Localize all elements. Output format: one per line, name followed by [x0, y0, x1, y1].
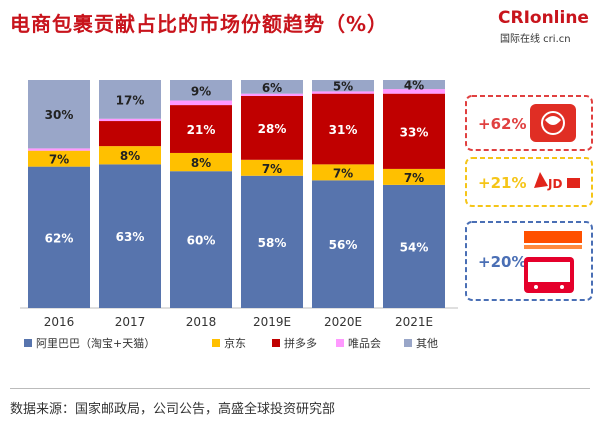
bar-segment: [170, 152, 232, 172]
bar-segment: [312, 91, 374, 94]
legend-swatch: [24, 339, 32, 347]
annotation-label: +62%: [478, 115, 526, 133]
bar-segment: [241, 175, 303, 308]
legend-label: 阿里巴巴（淘宝+天猫）: [36, 336, 155, 350]
bar-segment: [170, 100, 232, 106]
bar-segment: [241, 93, 303, 96]
annotation-box: [465, 221, 593, 301]
bar-segment: [99, 164, 161, 308]
bar-segment: [28, 166, 90, 308]
bar-segment: [28, 148, 90, 151]
cri-logo: CRIonline 国际在线 cri.cn: [498, 8, 594, 48]
data-label: 17%: [116, 93, 145, 107]
bar-segment: [99, 121, 161, 147]
data-label: 7%: [262, 162, 282, 176]
legend-swatch: [272, 339, 280, 347]
bar-segment: [170, 105, 232, 153]
data-label: 56%: [329, 238, 358, 252]
jd-logo-text: JD: [547, 177, 562, 191]
bar-segment: [383, 93, 445, 169]
data-label: 7%: [404, 171, 424, 185]
bar-segment: [312, 180, 374, 308]
legend-label: 拼多多: [284, 336, 317, 350]
annotation-box: [465, 157, 593, 207]
tmall-logo-eye: [534, 285, 538, 289]
data-label: 54%: [400, 240, 429, 254]
logo-sub-text: 国际在线 cri.cn: [500, 34, 571, 45]
pinduoduo-logo-heart: [545, 116, 561, 125]
jd-logo-box: [567, 178, 580, 188]
bar-segment: [383, 168, 445, 185]
pinduoduo-logo-mark: [541, 111, 565, 135]
data-label: 28%: [258, 122, 287, 136]
source-note: 数据来源：国家邮政局，公司公告，高盛全球投资研究部: [10, 402, 336, 417]
data-label: 62%: [45, 231, 74, 245]
bar-segment: [241, 95, 303, 160]
x-tick-label: 2018: [186, 315, 217, 329]
bar-segment: [383, 184, 445, 308]
bar-segment: [99, 146, 161, 165]
data-label: 8%: [191, 156, 211, 170]
annotation-label: +21%: [478, 174, 526, 192]
bar-segment: [312, 93, 374, 165]
bar-segment: [28, 80, 90, 149]
bar-segment: [28, 150, 90, 167]
taobao-logo-url: [524, 245, 582, 249]
taobao-logo-text: [524, 231, 582, 243]
bar-segment: [312, 164, 374, 181]
data-label: 31%: [329, 123, 358, 137]
bar-segment: [241, 80, 303, 94]
bar-segment: [241, 159, 303, 176]
data-label: 60%: [187, 234, 216, 248]
data-label: 8%: [120, 149, 140, 163]
divider: [10, 388, 590, 389]
legend-label: 唯品会: [348, 337, 381, 350]
data-label: 30%: [45, 108, 74, 122]
tmall-logo-eye: [560, 285, 564, 289]
jd-logo-dog: [534, 172, 548, 188]
x-tick-label: 2016: [44, 315, 75, 329]
legend-label: 京东: [224, 336, 246, 350]
annotation-label: +20%: [478, 253, 526, 271]
legend-swatch: [212, 339, 220, 347]
bar-segment: [383, 80, 445, 90]
x-tick-label: 2021E: [395, 315, 433, 329]
data-label: 9%: [191, 84, 211, 98]
x-tick-label: 2019E: [253, 315, 291, 329]
chart-title: 电商包裹贡献占比的市场份额趋势（%）: [10, 12, 389, 36]
data-label: 5%: [333, 80, 353, 94]
bar-segment: [312, 80, 374, 92]
data-label: 33%: [400, 125, 429, 139]
data-label: 63%: [116, 230, 145, 244]
bar-segment: [99, 80, 161, 119]
data-label: 4%: [404, 79, 424, 93]
x-tick-label: 2017: [115, 315, 146, 329]
x-tick-label: 2020E: [324, 315, 362, 329]
tmall-logo-text: [528, 262, 570, 282]
data-label: 6%: [262, 81, 282, 95]
data-label: 7%: [333, 166, 353, 180]
data-label: 58%: [258, 236, 287, 250]
bar-segment: [170, 80, 232, 101]
data-label: 21%: [187, 123, 216, 137]
data-label: 7%: [49, 153, 69, 167]
bar-segment: [383, 89, 445, 94]
logo-main-text: CRIonline: [498, 8, 589, 28]
bar-segment: [99, 118, 161, 122]
legend-swatch: [404, 339, 412, 347]
annotation-box: [465, 95, 593, 151]
legend-swatch: [336, 339, 344, 347]
bar-segment: [170, 171, 232, 308]
legend-label: 其他: [416, 337, 438, 350]
